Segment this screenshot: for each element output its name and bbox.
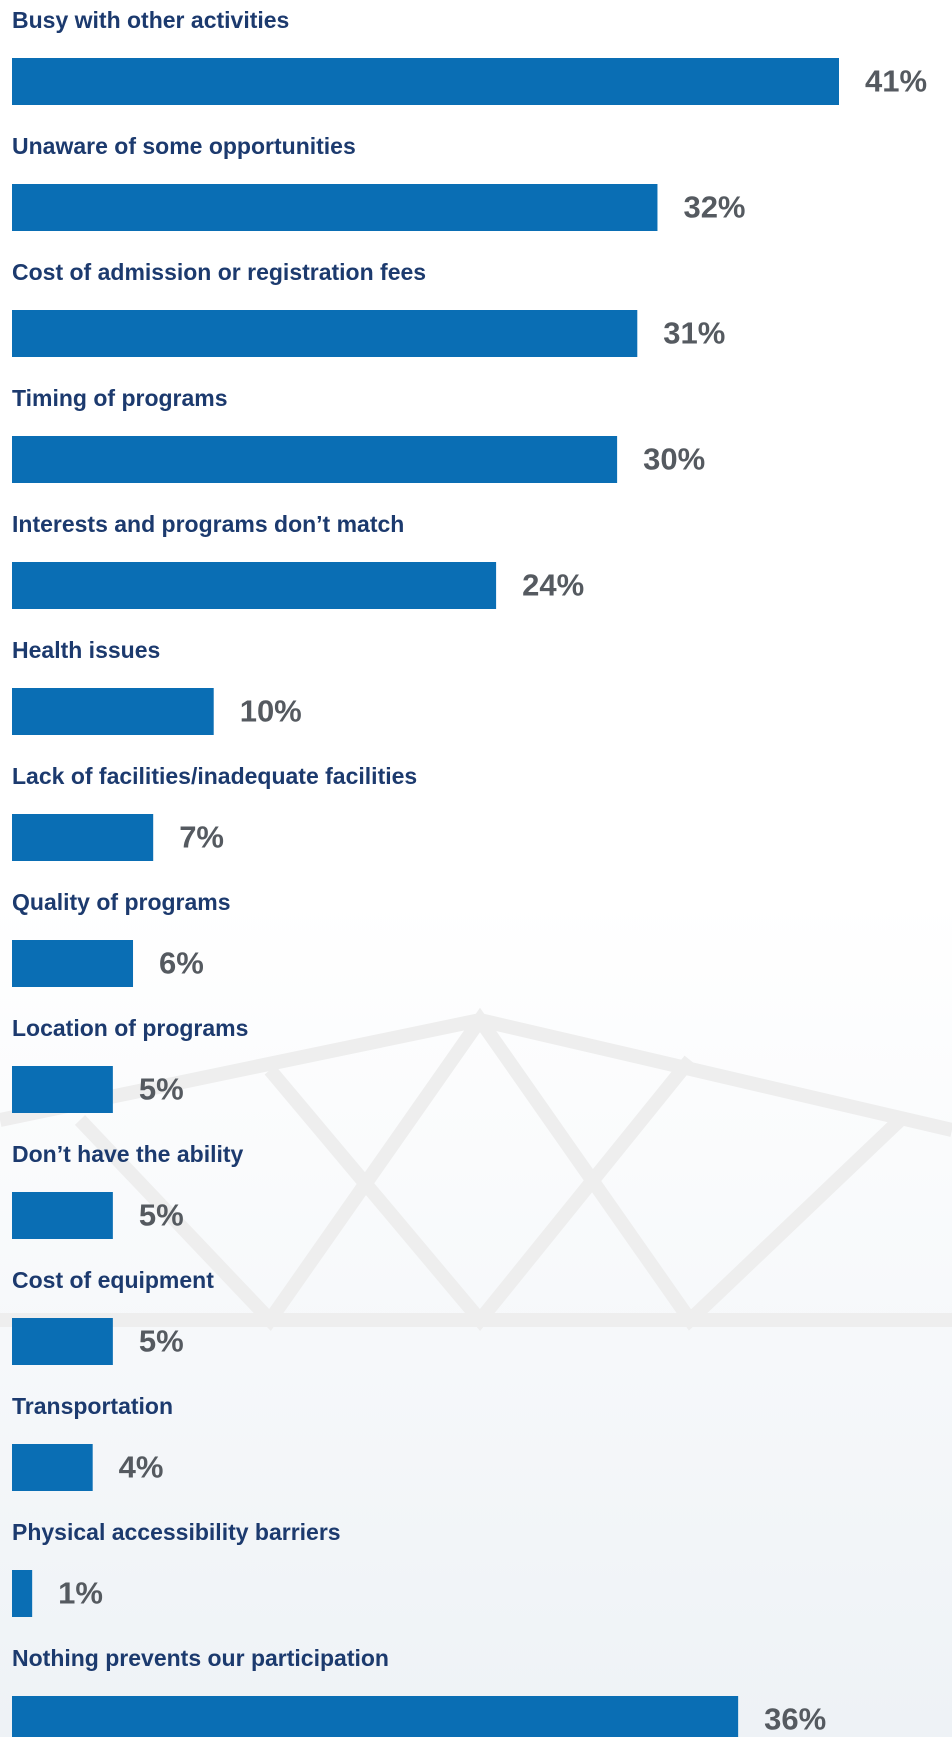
bar bbox=[12, 562, 497, 609]
bar bbox=[12, 1696, 739, 1737]
bar bbox=[12, 814, 154, 861]
bar bbox=[12, 58, 839, 105]
value-label: 30% bbox=[643, 442, 705, 477]
value-label: 5% bbox=[139, 1072, 184, 1107]
value-label: 4% bbox=[119, 1450, 164, 1485]
value-label: 32% bbox=[683, 190, 745, 225]
bar bbox=[12, 310, 638, 357]
value-label: 7% bbox=[179, 820, 224, 855]
value-label: 36% bbox=[764, 1702, 826, 1737]
category-label: Location of programs bbox=[12, 1015, 248, 1041]
category-label: Unaware of some opportunities bbox=[12, 133, 356, 159]
category-label: Health issues bbox=[12, 637, 160, 663]
bar bbox=[12, 1444, 93, 1491]
bar bbox=[12, 940, 134, 987]
value-label: 31% bbox=[663, 316, 725, 351]
category-label: Transportation bbox=[12, 1393, 173, 1419]
category-label: Timing of programs bbox=[12, 385, 228, 411]
value-label: 10% bbox=[240, 694, 302, 729]
category-label: Lack of facilities/inadequate facilities bbox=[12, 763, 417, 789]
bar bbox=[12, 688, 214, 735]
category-label: Interests and programs don’t match bbox=[12, 511, 404, 537]
category-label: Don’t have the ability bbox=[12, 1141, 244, 1167]
watermark bbox=[0, 1007, 952, 1332]
category-label: Busy with other activities bbox=[12, 7, 289, 33]
bar bbox=[12, 184, 658, 231]
bar bbox=[12, 1066, 113, 1113]
value-label: 5% bbox=[139, 1324, 184, 1359]
value-label: 24% bbox=[522, 568, 584, 603]
category-label: Cost of equipment bbox=[12, 1267, 214, 1293]
category-label: Cost of admission or registration fees bbox=[12, 259, 426, 285]
value-label: 1% bbox=[58, 1576, 103, 1611]
value-label: 41% bbox=[865, 64, 927, 99]
value-label: 6% bbox=[159, 946, 204, 981]
value-label: 5% bbox=[139, 1198, 184, 1233]
bar bbox=[12, 1318, 113, 1365]
category-label: Physical accessibility barriers bbox=[12, 1519, 341, 1545]
category-label: Nothing prevents our participation bbox=[12, 1645, 389, 1671]
category-label: Quality of programs bbox=[12, 889, 231, 915]
bar bbox=[12, 1570, 33, 1617]
bar bbox=[12, 1192, 113, 1239]
bar bbox=[12, 436, 618, 483]
